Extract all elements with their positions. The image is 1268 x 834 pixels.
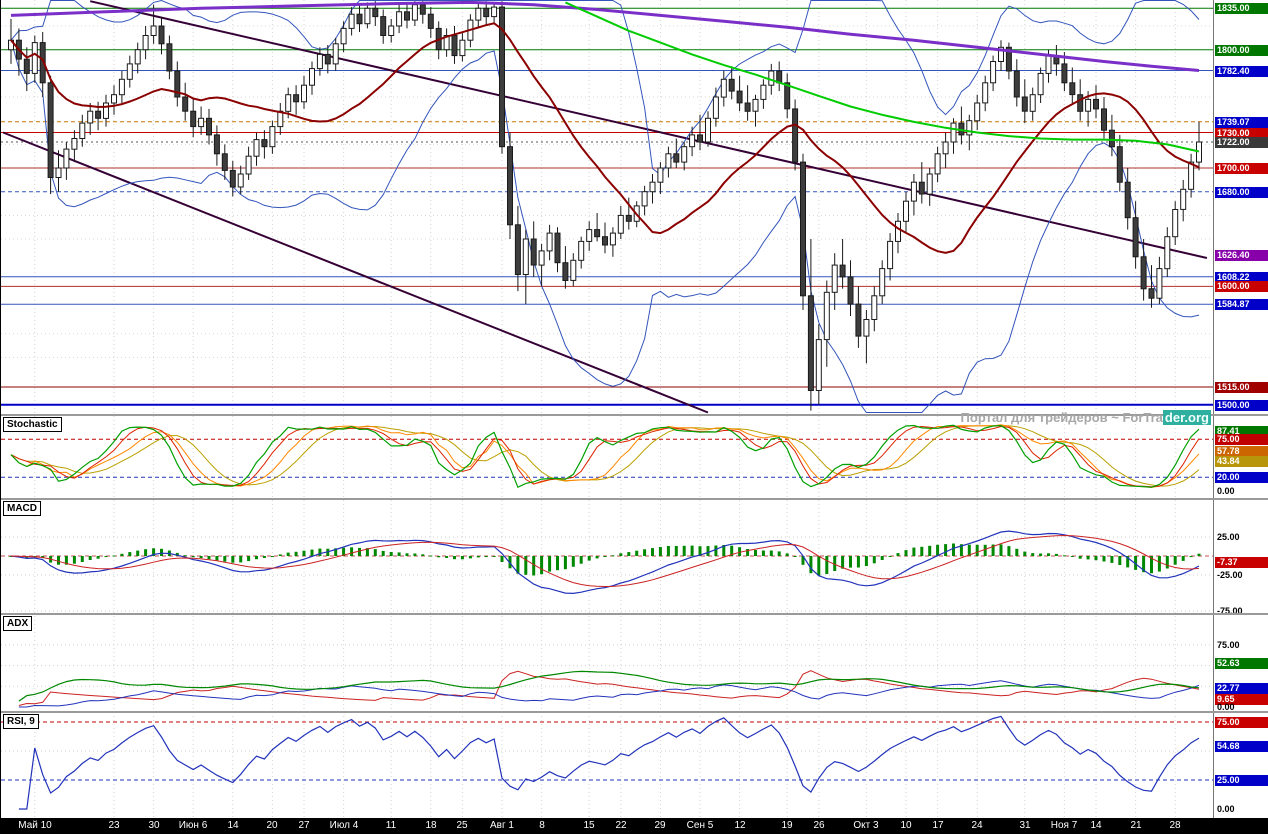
time-tick: Май 10 <box>18 820 52 831</box>
indicator-label-adx: ADX <box>3 616 33 631</box>
axis-label: -75.00 <box>1217 606 1243 616</box>
axis-label: 1722.00 <box>1215 137 1268 148</box>
axis-label: 1500.00 <box>1215 400 1268 411</box>
axis-label: 20.00 <box>1215 472 1268 483</box>
axis-label: -7.37 <box>1215 557 1268 568</box>
time-tick: 20 <box>266 820 278 831</box>
watermark-highlight: der.org <box>1162 410 1211 425</box>
axis-label: 1835.00 <box>1215 3 1268 14</box>
time-tick: 26 <box>813 820 825 831</box>
time-tick: Июл 4 <box>329 820 359 831</box>
time-tick: 19 <box>781 820 793 831</box>
axis-label: 1800.00 <box>1215 45 1268 56</box>
price-axis: 1835.00 1800.00 1782.40 1739.07 1730.00 1722.… <box>1213 0 1268 818</box>
axis-label: 0.00 <box>1217 702 1235 712</box>
time-tick: 10 <box>900 820 912 831</box>
panel-separator[interactable] <box>1 613 1268 615</box>
time-tick: 18 <box>425 820 437 831</box>
indicator-label-macd: MACD <box>3 501 41 516</box>
axis-label: 1608.22 <box>1215 272 1268 283</box>
time-tick: 15 <box>583 820 595 831</box>
panel-separator[interactable] <box>1 711 1268 713</box>
time-tick: Июн 6 <box>178 820 208 831</box>
axis-label: 1730.00 <box>1215 128 1268 139</box>
axis-label: 52.63 <box>1215 658 1268 669</box>
axis-label: 1584.87 <box>1215 299 1268 310</box>
axis-label: 9.65 <box>1215 694 1268 705</box>
axis-label: 75.00 <box>1217 640 1240 650</box>
axis-label: 1782.40 <box>1215 66 1268 77</box>
axis-label: 25.00 <box>1215 775 1268 786</box>
time-tick: 30 <box>148 820 160 831</box>
axis-label: -25.00 <box>1217 570 1243 580</box>
axis-label: 54.68 <box>1215 741 1268 752</box>
panel-separator[interactable] <box>1 414 1268 416</box>
time-tick: 11 <box>385 820 397 831</box>
time-tick: Сен 5 <box>686 820 714 831</box>
axis-label: 57.78 <box>1215 446 1268 457</box>
axis-label: 25.00 <box>1217 532 1240 542</box>
time-tick: 23 <box>108 820 120 831</box>
time-tick: 24 <box>971 820 983 831</box>
panel-separator[interactable] <box>1 498 1268 500</box>
watermark: Портал для трейдеров ~ ForTra der.org <box>741 410 1211 425</box>
time-tick: 21 <box>1130 820 1142 831</box>
time-tick: Авг 1 <box>490 820 514 831</box>
axis-label: 1700.00 <box>1215 163 1268 174</box>
time-tick: 31 <box>1019 820 1031 831</box>
indicator-label-rsi: RSI, 9 <box>3 714 39 729</box>
chart-canvas[interactable] <box>1 0 1213 818</box>
axis-label: 0.00 <box>1217 804 1235 814</box>
axis-label: 75.00 <box>1215 434 1268 445</box>
watermark-text: Портал для трейдеров ~ ForTra <box>960 410 1163 425</box>
time-tick: 12 <box>734 820 746 831</box>
time-tick: 28 <box>1169 820 1181 831</box>
time-tick: Окт 3 <box>853 820 879 831</box>
time-tick: 29 <box>654 820 666 831</box>
time-tick: 27 <box>298 820 310 831</box>
axis-label: 1680.00 <box>1215 187 1268 198</box>
axis-label: 43.84 <box>1215 456 1268 467</box>
time-tick: Ноя 7 <box>1050 820 1078 831</box>
axis-label: 22.77 <box>1215 683 1268 694</box>
indicator-label-stochastic: Stochastic <box>3 417 62 432</box>
time-tick: 8 <box>539 820 545 831</box>
time-tick: 14 <box>227 820 239 831</box>
axis-label: 75.00 <box>1215 717 1268 728</box>
axis-label: 1600.00 <box>1215 281 1268 292</box>
time-axis: Май 10 23 30 Июн 6 14 20 27 Июл 4 11 18 25 Авг 1 8 15… <box>1 818 1268 834</box>
time-tick: 17 <box>932 820 944 831</box>
time-tick: 14 <box>1090 820 1102 831</box>
chart-svg[interactable] <box>1 0 1213 818</box>
axis-label: 0.00 <box>1217 486 1235 496</box>
axis-label: 87.41 <box>1215 426 1268 437</box>
time-tick: 22 <box>615 820 627 831</box>
axis-label: 1739.07 <box>1215 117 1268 128</box>
axis-label: 1515.00 <box>1215 382 1268 393</box>
axis-label: 1626.40 <box>1215 250 1268 261</box>
time-tick: 25 <box>456 820 468 831</box>
